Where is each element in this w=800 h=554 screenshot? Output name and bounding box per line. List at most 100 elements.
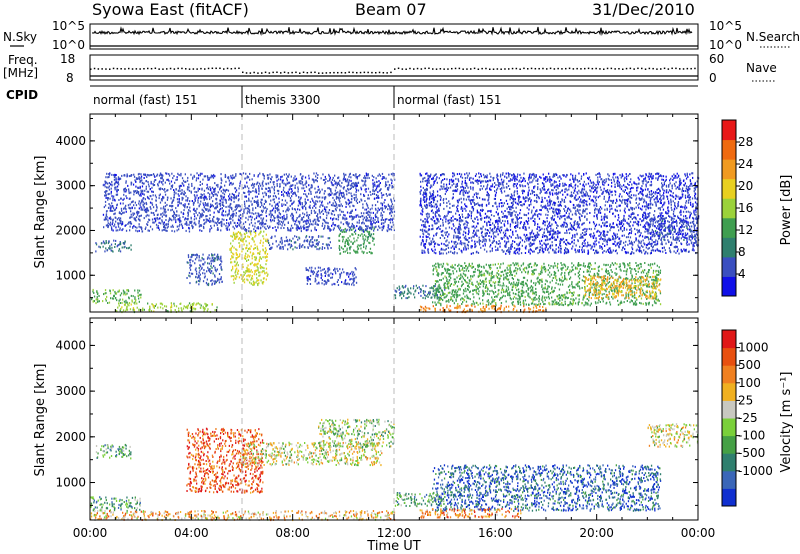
range-cell	[497, 247, 499, 250]
range-cell	[211, 254, 213, 257]
range-cell	[635, 216, 637, 219]
range-cell	[497, 273, 500, 276]
range-cell	[290, 240, 292, 243]
range-cell	[621, 195, 623, 198]
range-cell	[239, 231, 241, 234]
range-cell	[111, 249, 113, 252]
range-cell	[355, 276, 357, 279]
range-cell	[603, 232, 605, 235]
range-cell	[545, 243, 547, 246]
range-cell	[551, 244, 554, 247]
freq-point	[492, 68, 495, 70]
range-cell	[354, 250, 356, 253]
range-cell	[242, 279, 244, 282]
range-cell	[244, 254, 246, 257]
range-cell	[624, 266, 626, 269]
range-cell	[591, 275, 593, 278]
range-cell	[103, 241, 105, 244]
range-cell	[563, 184, 565, 187]
range-cell	[363, 251, 365, 254]
range-cell	[532, 179, 534, 182]
range-cell	[484, 310, 486, 313]
range-cell	[616, 272, 618, 275]
range-cell	[478, 272, 481, 275]
range-cell	[643, 178, 645, 181]
range-cell	[583, 201, 585, 204]
range-cell	[499, 265, 501, 268]
range-cell	[629, 290, 631, 293]
range-cell	[420, 288, 422, 291]
range-cell	[487, 272, 489, 275]
range-cell	[644, 252, 646, 255]
range-cell	[266, 240, 268, 243]
range-cell	[263, 237, 265, 240]
range-cell	[343, 230, 346, 233]
range-cell	[269, 247, 271, 250]
range-cell	[475, 233, 477, 236]
range-cell	[683, 239, 685, 241]
range-cell	[569, 269, 571, 272]
freq-point	[93, 67, 96, 70]
range-cell	[440, 242, 443, 245]
range-cell	[285, 239, 287, 242]
range-cell	[654, 234, 656, 237]
range-cell	[432, 287, 434, 290]
range-cell	[599, 245, 601, 248]
range-cell	[659, 223, 661, 226]
range-cell	[351, 233, 353, 236]
range-cell	[644, 269, 646, 272]
range-cell	[209, 268, 211, 271]
range-cell	[453, 229, 456, 231]
range-cell	[633, 252, 635, 255]
range-cell	[543, 242, 545, 245]
range-cell	[612, 276, 614, 279]
range-cell	[654, 192, 656, 195]
range-cell	[647, 280, 650, 283]
range-cell	[572, 245, 574, 248]
range-cell	[246, 269, 248, 272]
range-cell	[439, 279, 441, 281]
range-cell	[115, 292, 118, 295]
range-cell	[137, 291, 139, 294]
range-cell	[431, 286, 433, 289]
range-cell	[215, 270, 217, 273]
range-cell	[485, 280, 487, 283]
range-cell	[472, 200, 474, 203]
range-cell	[194, 268, 197, 271]
range-cell	[353, 249, 355, 252]
range-cell	[563, 278, 566, 281]
range-cell	[196, 256, 198, 259]
range-cell	[441, 173, 443, 176]
range-cell	[601, 282, 603, 285]
range-cell	[688, 216, 691, 219]
range-cell	[672, 220, 674, 223]
range-cell	[640, 290, 642, 293]
freq-point	[637, 67, 639, 70]
range-cell	[126, 289, 128, 291]
range-cell	[464, 191, 467, 194]
range-cell	[438, 290, 441, 293]
range-cell	[677, 215, 679, 218]
range-cell	[564, 205, 566, 208]
range-cell	[294, 235, 296, 238]
range-cell	[221, 260, 223, 263]
range-cell	[638, 197, 640, 200]
range-cell	[558, 277, 561, 280]
range-cell	[519, 212, 521, 215]
range-cell	[627, 293, 629, 296]
range-cell	[509, 178, 512, 181]
range-cell	[440, 181, 442, 184]
range-cell	[426, 203, 428, 206]
range-cell	[134, 297, 136, 300]
range-cell	[623, 234, 625, 237]
range-cell	[248, 236, 250, 238]
range-cell	[541, 286, 543, 288]
range-cell	[618, 283, 621, 286]
range-cell	[119, 250, 122, 253]
range-cell	[401, 285, 403, 288]
range-cell	[121, 246, 123, 249]
freq-point	[352, 71, 354, 74]
range-cell	[236, 232, 238, 235]
range-cell	[436, 297, 438, 300]
range-cell	[679, 229, 681, 232]
